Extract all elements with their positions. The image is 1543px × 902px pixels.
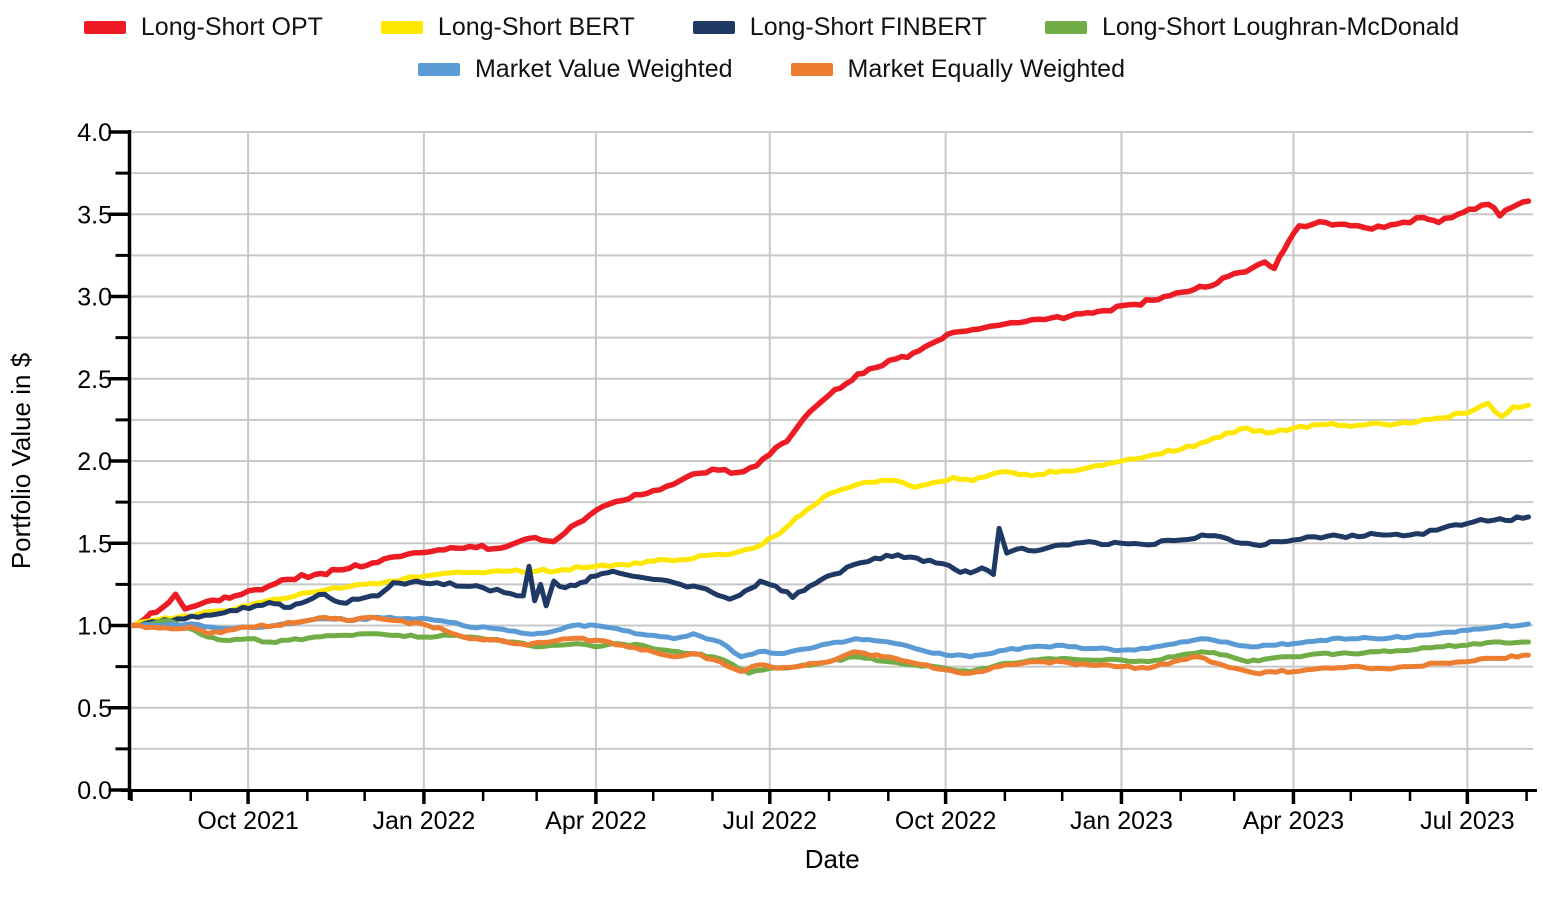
legend-label: Long-Short OPT [140, 12, 323, 41]
series-group [130, 198, 1532, 677]
y-tick-label: 1.0 [77, 613, 112, 641]
y-tick-label: 2.5 [77, 366, 112, 394]
legend-item-market-equally-weighted: Market Equally Weighted [790, 54, 1125, 84]
x-tick-label: Oct 2021 [197, 807, 298, 835]
x-axis-label: Date [805, 844, 860, 874]
x-tick-label: Jan 2023 [1070, 807, 1173, 835]
legend-swatch-icon [417, 62, 460, 76]
legend-item-long-short-opt: Long-Short OPT [83, 12, 323, 42]
x-tick-label: Jul 2022 [723, 807, 818, 835]
y-axis-label: Portfolio Value in $ [6, 352, 36, 569]
legend-item-long-short-bert: Long-Short BERT [380, 12, 635, 42]
legend-label: Market Equally Weighted [847, 54, 1125, 83]
gridlines [131, 131, 1533, 790]
legend-item-long-short-finbert: Long-Short FINBERT [692, 12, 987, 42]
y-tick-label: 2.0 [77, 448, 112, 476]
legend-swatch-icon [1044, 20, 1087, 34]
legend-item-long-short-loughran-mcdonald: Long-Short Loughran-McDonald [1044, 12, 1460, 42]
legend-label: Long-Short FINBERT [749, 12, 987, 41]
legend-label: Long-Short Loughran-McDonald [1101, 12, 1460, 41]
y-tick-label: 0.0 [77, 777, 112, 805]
legend-swatch-icon [790, 62, 833, 76]
series-line-long-short-bert [130, 400, 1531, 628]
axes [108, 130, 1537, 804]
x-tick-label: Apr 2022 [545, 807, 646, 835]
series-line-long-short-opt [130, 198, 1532, 629]
legend-swatch-icon [380, 20, 423, 34]
x-tick-label: Jan 2022 [372, 807, 475, 835]
series-line-market-equally-weighted [130, 614, 1531, 677]
legend-swatch-icon [692, 20, 735, 34]
legend-label: Long-Short BERT [437, 12, 635, 41]
legend-row-1: Long-Short OPT Long-Short BERT Long-Short … [83, 6, 1460, 48]
y-tick-label: 1.5 [77, 530, 112, 558]
legend-row-2: Market Value Weighted Market Equally Weig… [417, 48, 1125, 90]
x-tick-label: Oct 2022 [895, 807, 996, 835]
series-line-long-short-finbert [130, 514, 1531, 628]
series-line-long-short-loughran-mcdonald [130, 618, 1531, 676]
x-tick-label: Jul 2023 [1420, 807, 1515, 835]
y-tick-label: 3.5 [77, 201, 112, 229]
y-tick-label: 0.5 [77, 695, 112, 723]
legend-swatch-icon [83, 20, 126, 34]
legend-label: Market Value Weighted [474, 54, 733, 83]
y-tick-label: 4.0 [77, 119, 112, 147]
y-tick-label: 3.0 [77, 284, 112, 312]
legend-item-market-value-weighted: Market Value Weighted [417, 54, 733, 84]
x-tick-label: Apr 2023 [1243, 807, 1344, 835]
chart-legend: Long-Short OPT Long-Short BERT Long-Short … [0, 6, 1543, 90]
